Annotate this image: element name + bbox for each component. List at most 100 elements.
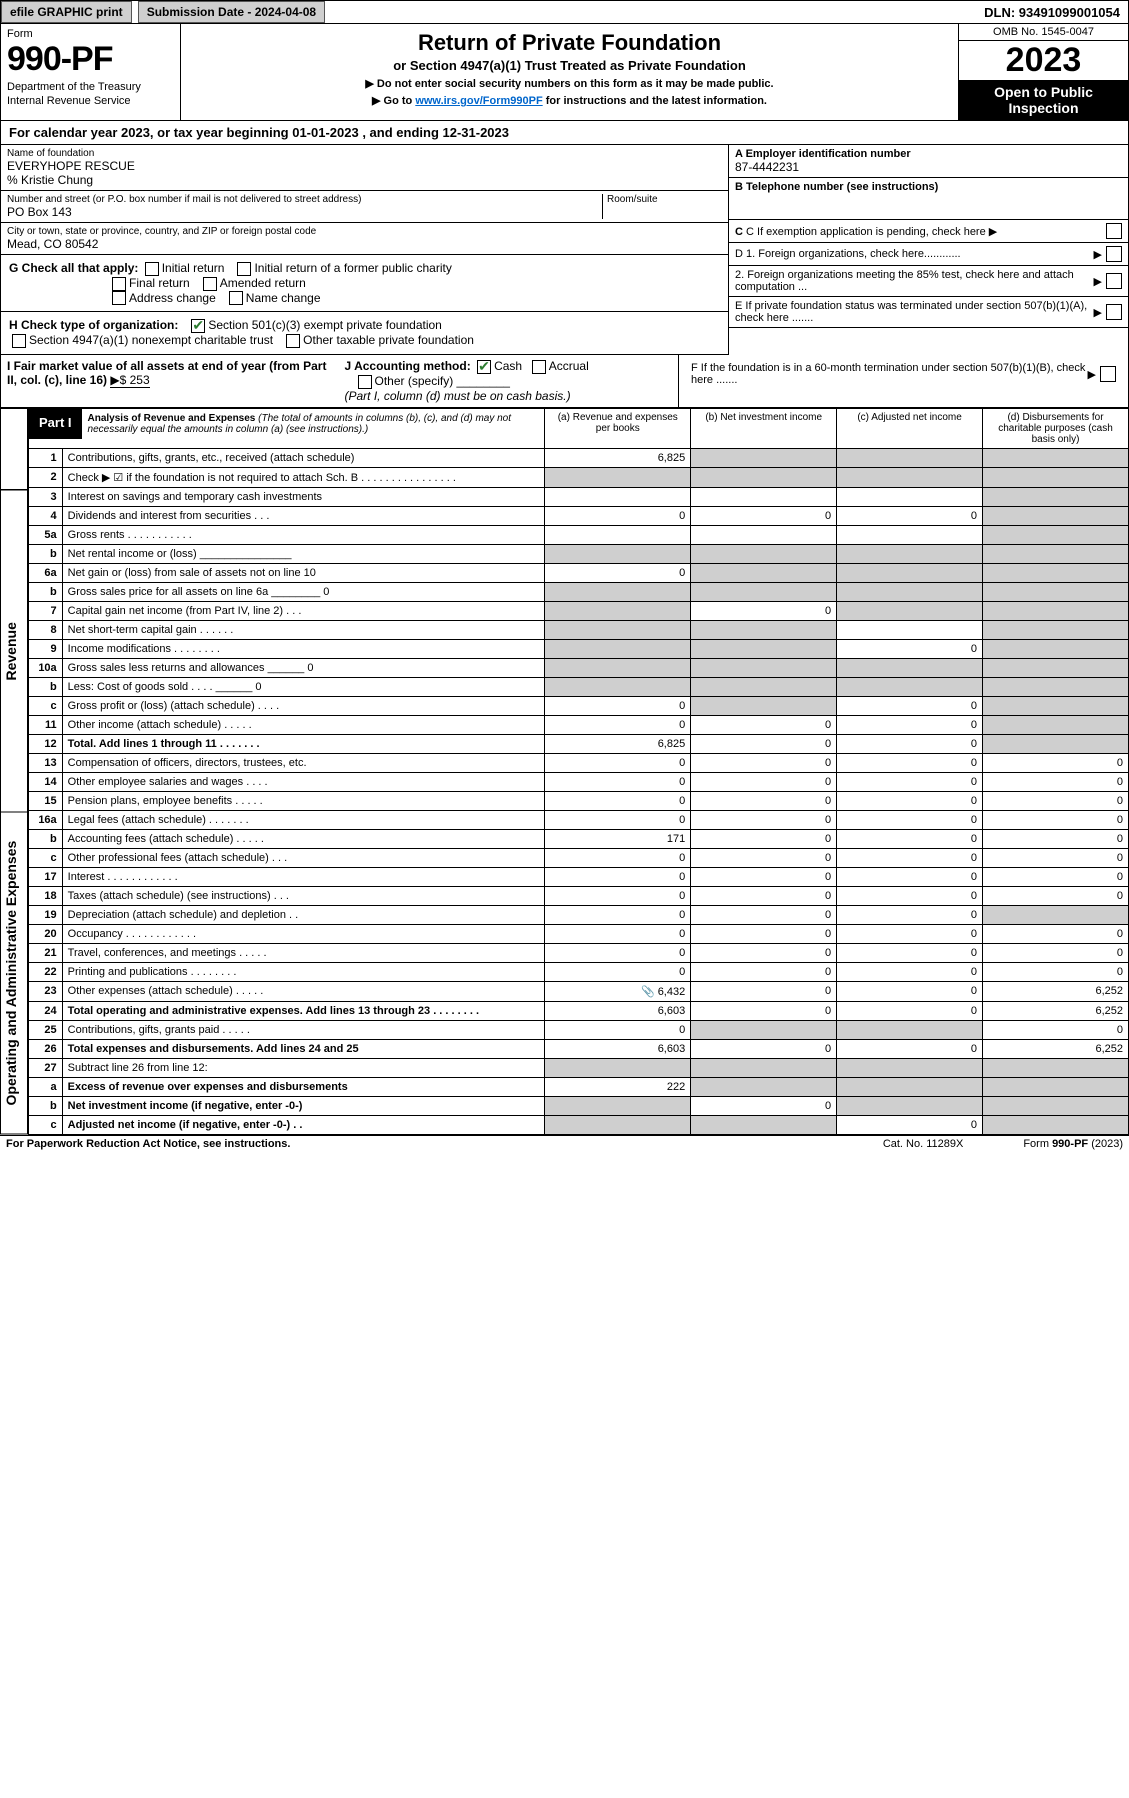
- col-a-val: 📎 6,432: [545, 981, 691, 1001]
- table-row: b Accounting fees (attach schedule) . . …: [29, 829, 1129, 848]
- row-desc: Gross sales price for all assets on line…: [62, 582, 545, 601]
- col-c-val: [837, 563, 983, 582]
- table-row: 9 Income modifications . . . . . . . . 0: [29, 639, 1129, 658]
- row-num: 18: [29, 886, 63, 905]
- initial-return-checkbox[interactable]: [145, 262, 159, 276]
- col-c-val: [837, 1058, 983, 1077]
- table-row: 2 Check ▶ ☑ if the foundation is not req…: [29, 467, 1129, 487]
- d2-checkbox[interactable]: [1106, 273, 1122, 289]
- col-d-val: [983, 467, 1129, 487]
- col-c-val: [837, 487, 983, 506]
- row-desc: Net investment income (if negative, ente…: [62, 1096, 545, 1115]
- table-row: 6a Net gain or (loss) from sale of asset…: [29, 563, 1129, 582]
- accrual-checkbox[interactable]: [532, 360, 546, 374]
- col-d-val: [983, 506, 1129, 525]
- col-d-val: 0: [983, 962, 1129, 981]
- row-num: 15: [29, 791, 63, 810]
- row-num: 7: [29, 601, 63, 620]
- col-b-val: 0: [691, 886, 837, 905]
- col-d-val: 0: [983, 791, 1129, 810]
- row-num: 14: [29, 772, 63, 791]
- efile-print-button[interactable]: efile GRAPHIC print: [1, 1, 132, 23]
- table-row: 21 Travel, conferences, and meetings . .…: [29, 943, 1129, 962]
- e-checkbox[interactable]: [1106, 304, 1122, 320]
- row-desc: Gross rents . . . . . . . . . . .: [62, 525, 545, 544]
- col-d-val: [983, 639, 1129, 658]
- col-a-val: 6,603: [545, 1039, 691, 1058]
- row-desc: Total expenses and disbursements. Add li…: [62, 1039, 545, 1058]
- col-b-val: [691, 544, 837, 563]
- row-desc: Other professional fees (attach schedule…: [62, 848, 545, 867]
- row-num: b: [29, 1096, 63, 1115]
- amended-return-checkbox[interactable]: [203, 277, 217, 291]
- footer: For Paperwork Reduction Act Notice, see …: [0, 1135, 1129, 1152]
- col-a-val: 0: [545, 696, 691, 715]
- row-desc: Dividends and interest from securities .…: [62, 506, 545, 525]
- col-b-val: 0: [691, 905, 837, 924]
- final-return-checkbox[interactable]: [112, 277, 126, 291]
- row-num: 25: [29, 1020, 63, 1039]
- row-num: 19: [29, 905, 63, 924]
- street-val: PO Box 143: [7, 205, 602, 219]
- col-c-val: [837, 601, 983, 620]
- col-c-val: 0: [837, 1001, 983, 1020]
- other-taxable-checkbox[interactable]: [286, 334, 300, 348]
- row-num: 10a: [29, 658, 63, 677]
- form-header: Form 990-PF Department of the Treasury I…: [0, 24, 1129, 121]
- instructions-link[interactable]: www.irs.gov/Form990PF: [415, 95, 542, 107]
- table-row: 5a Gross rents . . . . . . . . . . .: [29, 525, 1129, 544]
- col-a-val: [545, 487, 691, 506]
- other-method-checkbox[interactable]: [358, 375, 372, 389]
- f-checkbox[interactable]: [1100, 366, 1116, 382]
- row-desc: Accounting fees (attach schedule) . . . …: [62, 829, 545, 848]
- table-row: 11 Other income (attach schedule) . . . …: [29, 715, 1129, 734]
- col-d-val: 0: [983, 829, 1129, 848]
- col-b-val: [691, 467, 837, 487]
- row-desc: Capital gain net income (from Part IV, l…: [62, 601, 545, 620]
- name-change-checkbox[interactable]: [229, 291, 243, 305]
- i-label: I Fair market value of all assets at end…: [7, 359, 326, 387]
- table-row: 1 Contributions, gifts, grants, etc., re…: [29, 448, 1129, 467]
- form-title: Return of Private Foundation: [191, 30, 948, 56]
- col-c-val: 0: [837, 981, 983, 1001]
- table-row: c Other professional fees (attach schedu…: [29, 848, 1129, 867]
- i-value: ▶$ 253: [110, 373, 149, 388]
- table-row: 12 Total. Add lines 1 through 11 . . . .…: [29, 734, 1129, 753]
- 501c3-checkbox[interactable]: [191, 319, 205, 333]
- g-check-row: G Check all that apply: Initial return I…: [1, 255, 728, 312]
- col-d-val: 6,252: [983, 1001, 1129, 1020]
- col-d-val: [983, 696, 1129, 715]
- row-num: 5a: [29, 525, 63, 544]
- col-c-val: 0: [837, 962, 983, 981]
- row-desc: Check ▶ ☑ if the foundation is not requi…: [62, 467, 545, 487]
- cash-checkbox[interactable]: [477, 360, 491, 374]
- phone-label: B Telephone number (see instructions): [735, 181, 1122, 193]
- d1-checkbox[interactable]: [1106, 246, 1122, 262]
- expenses-side-label: Operating and Administrative Expenses: [0, 812, 28, 1135]
- table-row: 3 Interest on savings and temporary cash…: [29, 487, 1129, 506]
- col-d-val: [983, 601, 1129, 620]
- table-row: 17 Interest . . . . . . . . . . . . 0 0 …: [29, 867, 1129, 886]
- row-desc: Legal fees (attach schedule) . . . . . .…: [62, 810, 545, 829]
- table-row: 22 Printing and publications . . . . . .…: [29, 962, 1129, 981]
- row-num: 1: [29, 448, 63, 467]
- col-a-val: [545, 677, 691, 696]
- col-d-val: [983, 905, 1129, 924]
- address-change-checkbox[interactable]: [112, 291, 126, 305]
- col-d-val: 6,252: [983, 981, 1129, 1001]
- table-row: 18 Taxes (attach schedule) (see instruct…: [29, 886, 1129, 905]
- col-b-val: [691, 1077, 837, 1096]
- c-checkbox[interactable]: [1106, 223, 1122, 239]
- d2-label: 2. Foreign organizations meeting the 85%…: [735, 269, 1094, 293]
- table-row: 13 Compensation of officers, directors, …: [29, 753, 1129, 772]
- table-row: 16a Legal fees (attach schedule) . . . .…: [29, 810, 1129, 829]
- col-d-val: [983, 1077, 1129, 1096]
- city-val: Mead, CO 80542: [7, 237, 722, 251]
- e-label: E If private foundation status was termi…: [735, 300, 1094, 324]
- initial-public-checkbox[interactable]: [237, 262, 251, 276]
- footer-cat-no: Cat. No. 11289X: [883, 1138, 964, 1150]
- col-c-val: [837, 1077, 983, 1096]
- lower-block: I Fair market value of all assets at end…: [0, 355, 1129, 408]
- col-c-val: [837, 620, 983, 639]
- 4947-checkbox[interactable]: [12, 334, 26, 348]
